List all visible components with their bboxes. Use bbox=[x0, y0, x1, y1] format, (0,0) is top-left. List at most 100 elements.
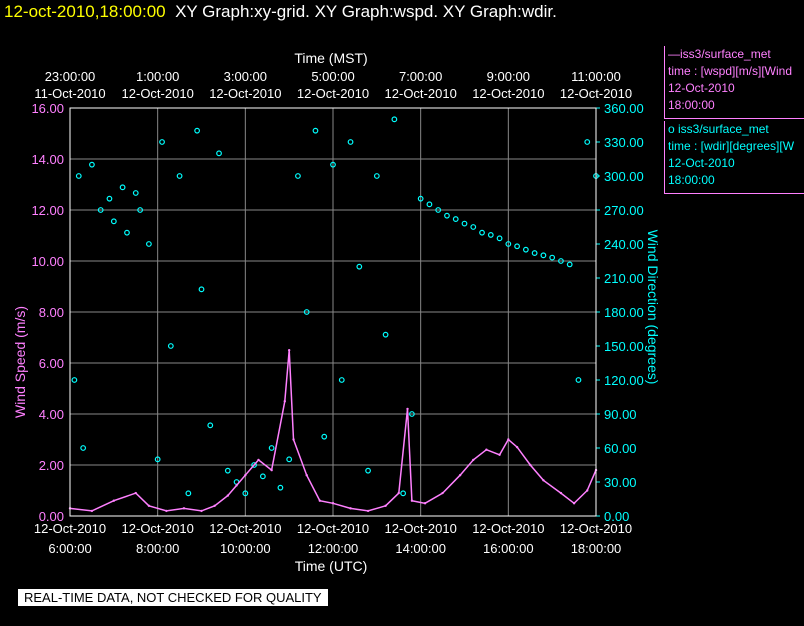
wspd-point bbox=[283, 400, 286, 403]
wspd-point bbox=[235, 484, 238, 487]
right-tick-label: 60.00 bbox=[604, 441, 637, 456]
wdir-point bbox=[106, 195, 113, 202]
bottom-tick-time: 12:00:00 bbox=[308, 541, 359, 556]
wdir-point bbox=[242, 490, 249, 497]
wdir-point bbox=[303, 309, 310, 315]
wdir-point bbox=[487, 232, 494, 238]
bottom-tick-time: 8:00:00 bbox=[136, 541, 179, 556]
wdir-point bbox=[154, 456, 161, 463]
wdir-point bbox=[198, 286, 205, 293]
wdir-point bbox=[531, 250, 538, 256]
wspd-point bbox=[472, 458, 475, 462]
wdir-point bbox=[514, 243, 520, 250]
right-tick-label: 0.00 bbox=[604, 509, 629, 524]
legend-wspd-line2: time : [wspd][m/s][Wind bbox=[668, 64, 793, 78]
top-tick-time: 23:00:00 bbox=[45, 69, 96, 84]
wdir-point bbox=[575, 377, 582, 383]
wspd-point bbox=[529, 463, 532, 467]
bottom-tick-date: 12-Oct-2010 bbox=[297, 521, 369, 536]
bottom-tick-date: 12-Oct-2010 bbox=[209, 521, 281, 536]
top-tick-time: 11:00:00 bbox=[571, 69, 621, 84]
top-tick-date: 12-Oct-2010 bbox=[297, 86, 369, 101]
left-tick-label: 8.00 bbox=[39, 305, 64, 320]
wdir-point bbox=[382, 331, 389, 338]
wspd-point bbox=[147, 504, 151, 507]
wspd-point bbox=[287, 349, 291, 352]
wdir-point bbox=[259, 473, 266, 480]
wspd-point bbox=[559, 491, 563, 495]
wdir-series bbox=[71, 116, 599, 497]
wdir-point bbox=[584, 139, 591, 145]
wspd-point bbox=[165, 509, 168, 513]
wdir-point bbox=[566, 261, 573, 268]
legend-wdir-line1: o iss3/surface_met bbox=[668, 122, 769, 136]
grid-lines bbox=[69, 107, 597, 517]
left-tick-label: 10.00 bbox=[31, 254, 64, 269]
top-tick-time: 5:00:00 bbox=[311, 69, 354, 84]
wdir-point bbox=[295, 173, 301, 179]
wspd-point bbox=[384, 504, 387, 507]
right-axis-label: Wind Direction (degrees) bbox=[645, 230, 661, 385]
wdir-point bbox=[132, 190, 139, 196]
right-tick-label: 180.00 bbox=[604, 305, 644, 320]
wdir-point bbox=[194, 127, 201, 134]
wdir-point bbox=[470, 224, 477, 230]
right-tick-label: 150.00 bbox=[604, 339, 644, 354]
wdir-point bbox=[251, 462, 258, 468]
wdir-point bbox=[461, 220, 468, 227]
wdir-point bbox=[89, 161, 95, 168]
left-tick-label: 12.00 bbox=[31, 203, 64, 218]
wdir-point bbox=[417, 195, 424, 202]
wdir-point bbox=[321, 433, 328, 440]
wdir-point bbox=[391, 116, 398, 123]
wspd-point bbox=[305, 474, 308, 477]
wdir-point bbox=[409, 411, 415, 417]
wdir-point bbox=[119, 184, 126, 191]
top-tick-date: 12-Oct-2010 bbox=[560, 86, 632, 101]
wdir-point bbox=[426, 201, 433, 208]
left-tick-label: 2.00 bbox=[39, 458, 64, 473]
wspd-point bbox=[397, 491, 400, 495]
legend-wspd-line1: —iss3/surface_met bbox=[668, 47, 771, 61]
wdir-point bbox=[110, 218, 117, 225]
wdir-point bbox=[505, 241, 512, 247]
wdir-point bbox=[540, 252, 547, 259]
quality-disclaimer: REAL-TIME DATA, NOT CHECKED FOR QUALITY bbox=[18, 589, 328, 606]
right-tick-label: 120.00 bbox=[604, 373, 644, 388]
wdir-point bbox=[268, 445, 275, 451]
bottom-tick-date: 12-Oct-2010 bbox=[122, 521, 194, 536]
bottom-tick-time: 14:00:00 bbox=[395, 541, 446, 556]
wspd-point bbox=[586, 489, 589, 492]
wspd-point bbox=[134, 491, 137, 495]
wdir-point bbox=[356, 263, 363, 270]
wspd-point bbox=[458, 474, 462, 477]
wspd-point bbox=[200, 509, 203, 513]
bottom-tick-time: 16:00:00 bbox=[483, 541, 534, 556]
top-tick-date: 12-Oct-2010 bbox=[472, 86, 544, 101]
wdir-point bbox=[286, 456, 293, 463]
right-tick-label: 30.00 bbox=[604, 475, 637, 490]
left-axis-label: Wind Speed (m/s) bbox=[12, 306, 28, 418]
right-tick-label: 90.00 bbox=[604, 407, 637, 422]
wspd-point bbox=[366, 509, 370, 513]
left-tick-label: 6.00 bbox=[39, 356, 64, 371]
top-tick-time: 3:00:00 bbox=[224, 69, 267, 84]
wdir-point bbox=[452, 216, 459, 222]
wspd-point bbox=[226, 494, 229, 497]
wdir-point bbox=[444, 212, 450, 219]
right-tick-label: 330.00 bbox=[604, 135, 644, 150]
wspd-point bbox=[572, 502, 576, 505]
wspd-point bbox=[257, 458, 260, 462]
top-tick-date: 12-Oct-2010 bbox=[209, 86, 281, 101]
bottom-tick-date: 12-Oct-2010 bbox=[560, 521, 632, 536]
wdir-point bbox=[312, 127, 319, 134]
wdir-point bbox=[185, 490, 192, 497]
plot-frame bbox=[69, 107, 597, 517]
wspd-point bbox=[318, 499, 322, 502]
wspd-point bbox=[182, 507, 186, 510]
bottom-tick-date: 12-Oct-2010 bbox=[34, 521, 106, 536]
wdir-point bbox=[145, 241, 152, 247]
axis-labels: 12-Oct-2010 6:00:00 12-Oct-2010 8:00:00 12-O… bbox=[12, 50, 661, 574]
wdir-point bbox=[75, 173, 82, 179]
